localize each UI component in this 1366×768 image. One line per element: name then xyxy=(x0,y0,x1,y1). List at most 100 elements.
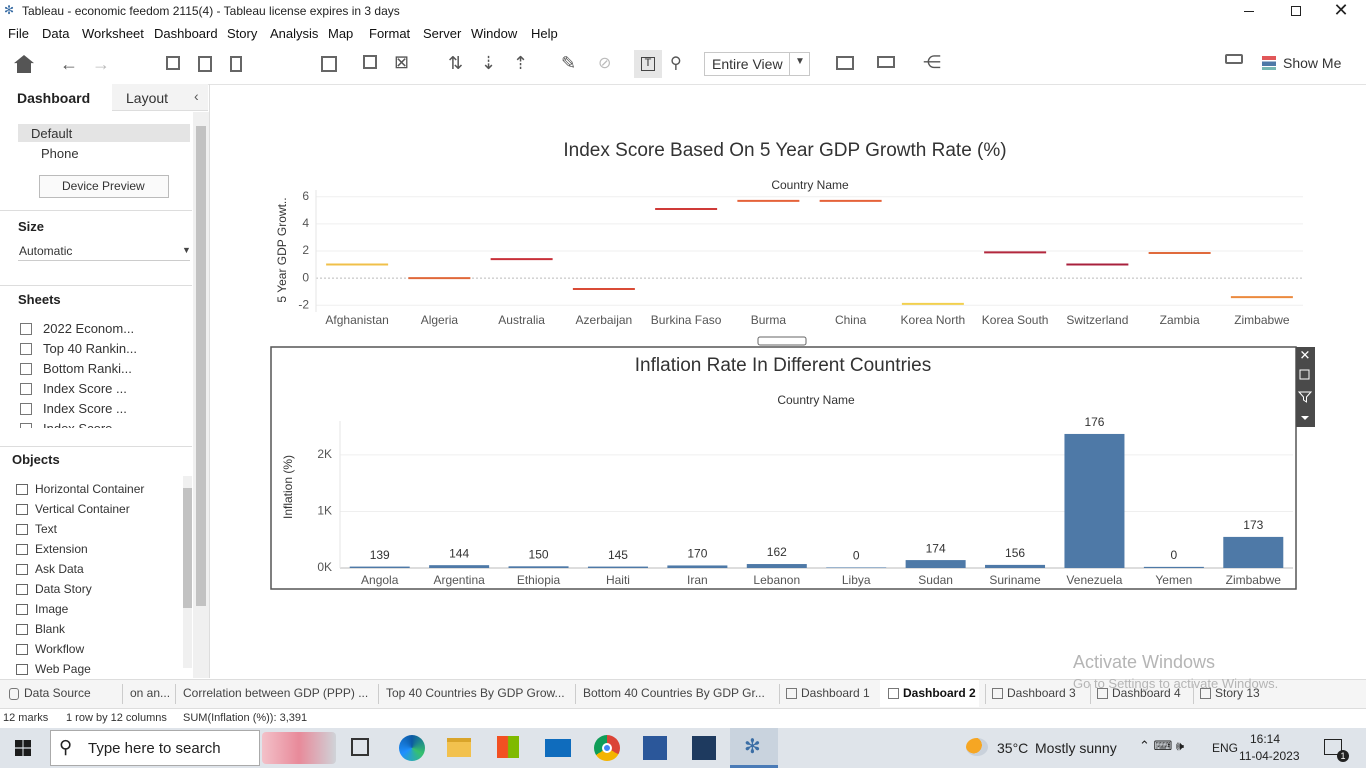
scroll-thumb[interactable] xyxy=(196,126,206,606)
clock-time[interactable]: 16:14 xyxy=(1250,732,1281,746)
menu-item[interactable]: Data xyxy=(42,26,70,41)
object-item[interactable]: Ask Data xyxy=(35,562,84,576)
menu-item[interactable]: Worksheet xyxy=(82,26,144,41)
go-to-sheet-icon[interactable] xyxy=(1299,369,1310,380)
presentation-icon[interactable] xyxy=(877,56,895,68)
show-me-label[interactable]: Show Me xyxy=(1283,55,1342,71)
sheet-item[interactable]: Bottom Ranki... xyxy=(43,361,132,376)
chrome-icon[interactable] xyxy=(594,735,620,761)
menu-item[interactable]: Help xyxy=(531,26,558,41)
undo-icon[interactable]: ← xyxy=(60,54,78,74)
attach-icon[interactable]: ⊘ xyxy=(598,55,612,72)
menu-item[interactable]: Analysis xyxy=(270,26,319,41)
objects-scrollbar[interactable] xyxy=(183,476,192,668)
highlight-icon[interactable]: ✎ xyxy=(561,53,577,73)
filter-icon[interactable] xyxy=(1297,391,1313,403)
object-item[interactable]: Data Story xyxy=(35,582,92,596)
sheet-item[interactable]: 2022 Econom... xyxy=(43,321,135,336)
sheet-tab[interactable]: Dashboard 3 xyxy=(1007,686,1076,700)
menu-item[interactable]: Dashboard xyxy=(154,26,218,41)
panel-scrollbar[interactable] xyxy=(193,112,209,678)
scroll-thumb[interactable] xyxy=(183,488,192,608)
duplicate-icon[interactable] xyxy=(363,55,377,69)
menu-item[interactable]: Window xyxy=(471,26,518,41)
object-item[interactable]: Horizontal Container xyxy=(35,482,145,496)
menu-item[interactable]: File xyxy=(8,26,29,41)
object-item[interactable]: Workflow xyxy=(35,642,85,656)
menu-item[interactable]: Format xyxy=(369,26,411,41)
object-item[interactable]: Text xyxy=(35,522,58,536)
move-handle[interactable] xyxy=(757,336,807,346)
device-option[interactable]: Phone xyxy=(41,146,79,161)
sheet-tab[interactable]: Correlation between GDP (PPP) ... xyxy=(183,686,369,700)
new-datasource-icon[interactable] xyxy=(198,56,212,72)
edge-icon[interactable] xyxy=(399,735,425,761)
object-item[interactable]: Extension xyxy=(35,542,88,556)
restore-button[interactable] xyxy=(1284,3,1306,19)
sheet-tab[interactable]: on an... xyxy=(130,686,171,700)
menu-item[interactable]: Story xyxy=(227,26,258,41)
sheet-tab[interactable]: Data Source xyxy=(24,686,91,700)
sheet-tab[interactable]: Story 13 xyxy=(1215,686,1260,700)
new-sheet-icon[interactable] xyxy=(321,56,337,72)
mail-icon[interactable] xyxy=(545,739,571,757)
panel-tab[interactable]: Dashboard xyxy=(17,90,91,106)
data-source-icon[interactable] xyxy=(9,688,19,700)
panel-tab[interactable]: Layout xyxy=(126,90,169,106)
tray-icons[interactable]: ⌃ ⌨ 🕪 xyxy=(1139,738,1185,753)
more-options-icon[interactable] xyxy=(1301,416,1309,420)
labels-toggle[interactable]: T xyxy=(634,50,662,78)
mysql-icon[interactable] xyxy=(692,736,716,760)
word-icon[interactable] xyxy=(643,736,667,760)
search-box[interactable]: ⚲ xyxy=(50,730,260,766)
show-cards-icon[interactable] xyxy=(836,56,854,70)
search-placeholder[interactable]: Type here to search xyxy=(88,740,221,757)
device-preview-button[interactable] xyxy=(39,175,169,198)
explorer-icon[interactable] xyxy=(447,738,471,757)
sheet-tab[interactable]: Dashboard 2 xyxy=(903,686,976,700)
show-me-icon[interactable] xyxy=(1262,56,1276,70)
format-painter-icon[interactable] xyxy=(1225,54,1243,64)
device-preview-label[interactable]: Device Preview xyxy=(62,179,145,193)
sort-desc-icon[interactable]: ⇡ xyxy=(513,53,529,73)
sheet-item[interactable]: Top 40 Rankin... xyxy=(43,341,137,356)
object-item[interactable]: Vertical Container xyxy=(35,502,130,516)
sheet-tab[interactable]: Dashboard 1 xyxy=(801,686,870,700)
object-item[interactable]: Blank xyxy=(35,622,66,636)
task-view[interactable] xyxy=(351,738,369,756)
sheet-tab[interactable]: Bottom 40 Countries By GDP Gr... xyxy=(583,686,765,700)
selected-container[interactable] xyxy=(270,346,1297,590)
clock-date[interactable]: 11-04-2023 xyxy=(1239,749,1300,763)
size-value[interactable]: Automatic xyxy=(19,244,73,258)
pause-icon[interactable] xyxy=(230,56,242,72)
sheet-item[interactable]: Index Score ... xyxy=(43,401,127,416)
menu-item[interactable]: Map xyxy=(328,26,354,41)
redo-icon[interactable]: → xyxy=(92,54,110,74)
swap-icon[interactable]: ⇅ xyxy=(448,53,464,73)
fit-dropdown[interactable]: Entire View ▼ xyxy=(704,52,810,76)
sheet-item[interactable]: Index Score xyxy=(43,421,112,428)
pin-icon[interactable]: ⚲ xyxy=(670,55,682,72)
minimize-button[interactable] xyxy=(1238,3,1260,19)
menu-item[interactable]: Server xyxy=(423,26,462,41)
store-icon[interactable] xyxy=(497,736,519,758)
home-icon[interactable] xyxy=(14,55,34,73)
tableau-task[interactable]: ✻ xyxy=(730,728,778,768)
save-icon[interactable] xyxy=(166,56,180,70)
close-button[interactable]: ✕ xyxy=(1333,0,1349,20)
sheet-item[interactable]: Index Score ... xyxy=(43,381,127,396)
clear-icon[interactable]: ⊠ xyxy=(394,52,410,72)
remove-icon[interactable]: ✕ xyxy=(1300,347,1311,362)
collapse-arrow[interactable]: ‹ xyxy=(194,88,199,104)
dashboard-tab[interactable] xyxy=(0,84,112,112)
device-option[interactable]: Default xyxy=(31,126,73,141)
sort-asc-icon[interactable]: ⇣ xyxy=(481,53,497,73)
share-icon[interactable]: ⋲ xyxy=(923,52,941,72)
sheet-tab[interactable]: Top 40 Countries By GDP Grow... xyxy=(386,686,565,700)
notification-icon[interactable] xyxy=(1324,739,1342,755)
language[interactable]: ENG xyxy=(1212,741,1239,755)
object-item[interactable]: Image xyxy=(35,602,69,616)
object-item[interactable]: Web Page xyxy=(35,662,91,676)
start-button[interactable] xyxy=(15,740,31,756)
sheet-tab[interactable]: Dashboard 4 xyxy=(1112,686,1181,700)
